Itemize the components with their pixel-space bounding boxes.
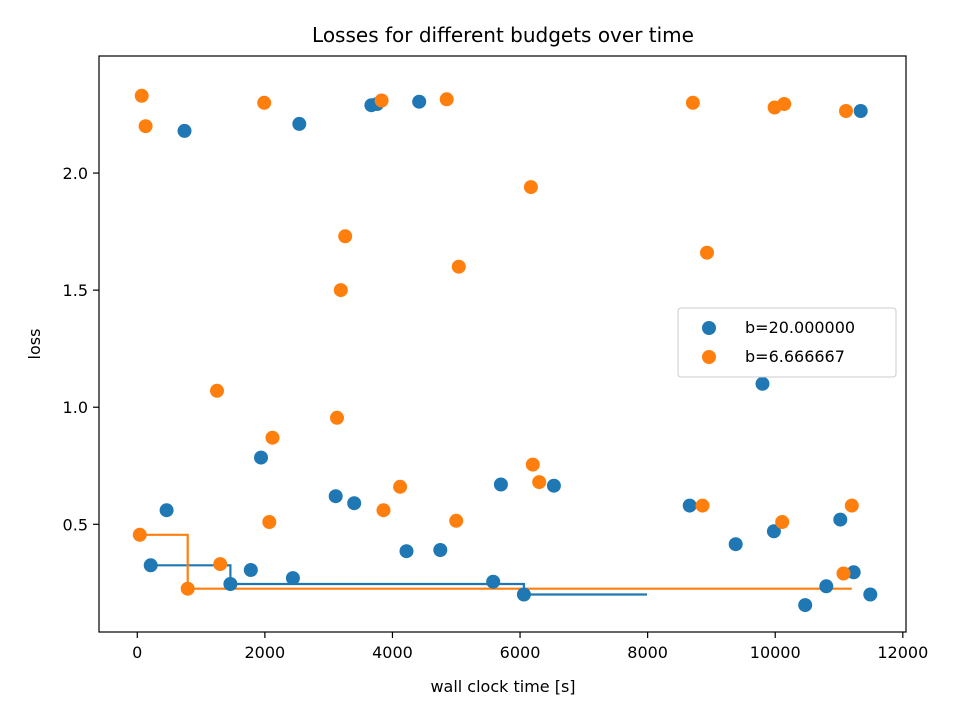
legend-marker-series-1 [702, 321, 716, 335]
x-tick-label: 4000 [372, 643, 413, 662]
scatter-point [775, 515, 790, 529]
scatter-point [853, 104, 868, 118]
incumbent-line-series-2 [139, 533, 852, 590]
scatter-point [265, 430, 280, 445]
scatter-point [728, 537, 743, 552]
scatter-point [292, 116, 307, 131]
scatter-point [546, 478, 561, 493]
scatter-point [223, 577, 238, 591]
scatter-point [433, 543, 448, 557]
scatter-point [755, 376, 770, 391]
y-axis-ticks: 0.5 1.0 1.5 2.0 [63, 164, 99, 534]
scatter-point [374, 93, 389, 108]
scatter-point [819, 579, 834, 594]
plot-frame [98, 55, 907, 633]
scatter-point [695, 498, 710, 513]
x-tick-label: 8000 [627, 643, 668, 662]
scatter-point [285, 571, 300, 586]
y-tick-label: 0.5 [63, 515, 88, 534]
scatter-point [836, 566, 851, 581]
legend-label-series-2: b=6.666667 [745, 347, 845, 366]
y-axis-label: loss [25, 329, 44, 360]
x-axis-label: wall clock time [s] [430, 677, 575, 696]
scatter-point [243, 563, 258, 577]
scatter-point [338, 229, 353, 244]
x-tick-label: 6000 [500, 643, 541, 662]
scatter-point [451, 259, 466, 274]
scatter-point [516, 587, 531, 602]
scatter-point [682, 498, 697, 513]
x-tick-label: 2000 [245, 643, 286, 662]
scatter-point [134, 88, 149, 103]
scatter-point [798, 598, 813, 613]
scatter-point [449, 513, 464, 528]
scatter-point [833, 512, 848, 527]
y-tick-label: 2.0 [63, 164, 88, 183]
scatter-point [159, 503, 174, 518]
scatter-point [844, 498, 859, 513]
scatter-point [839, 104, 853, 118]
scatter-point [412, 94, 427, 109]
scatter-point [493, 477, 508, 492]
scatter-point [180, 581, 195, 596]
scatter-point [257, 95, 272, 110]
x-axis-ticks: 0 2000 4000 6000 8000 10000 12000 [132, 632, 928, 662]
scatter-point [132, 527, 147, 542]
x-tick-label: 12000 [877, 643, 928, 662]
scatter-point [700, 245, 714, 260]
scatter-point [439, 92, 454, 107]
scatter-point [177, 123, 192, 138]
scatter-point [262, 515, 277, 529]
scatter-point [143, 558, 158, 573]
scatter-point [210, 383, 224, 398]
scatter-point [254, 450, 268, 465]
scatter-point [863, 587, 878, 602]
legend-marker-series-2 [702, 350, 716, 364]
x-tick-label: 0 [132, 643, 142, 662]
scatter-point [328, 489, 343, 504]
y-tick-label: 1.5 [63, 281, 88, 300]
scatter-point [486, 574, 501, 589]
scatter-point [138, 119, 153, 134]
scatter-point [523, 180, 538, 195]
scatter-point [532, 475, 547, 490]
scatter-point [333, 283, 348, 298]
scatter-point [846, 565, 861, 580]
legend-box [677, 307, 897, 378]
scatter-point [525, 457, 540, 472]
y-tick-label: 1.0 [63, 398, 88, 417]
scatter-point [399, 544, 414, 559]
scatter-point [376, 503, 391, 518]
x-tick-label: 10000 [750, 643, 801, 662]
scatter-point [213, 557, 228, 572]
scatter-points [132, 88, 878, 613]
scatter-point [330, 410, 344, 425]
scatter-point [393, 479, 408, 494]
scatter-point [347, 496, 362, 511]
scatter-point [685, 95, 700, 110]
scatter-point [777, 97, 792, 111]
legend-label-series-1: b=20.000000 [745, 318, 855, 337]
legend: b=20.000000 b=6.666667 [677, 307, 897, 378]
chart-title: Losses for different budgets over time [312, 23, 694, 47]
scatter-point [766, 524, 781, 539]
